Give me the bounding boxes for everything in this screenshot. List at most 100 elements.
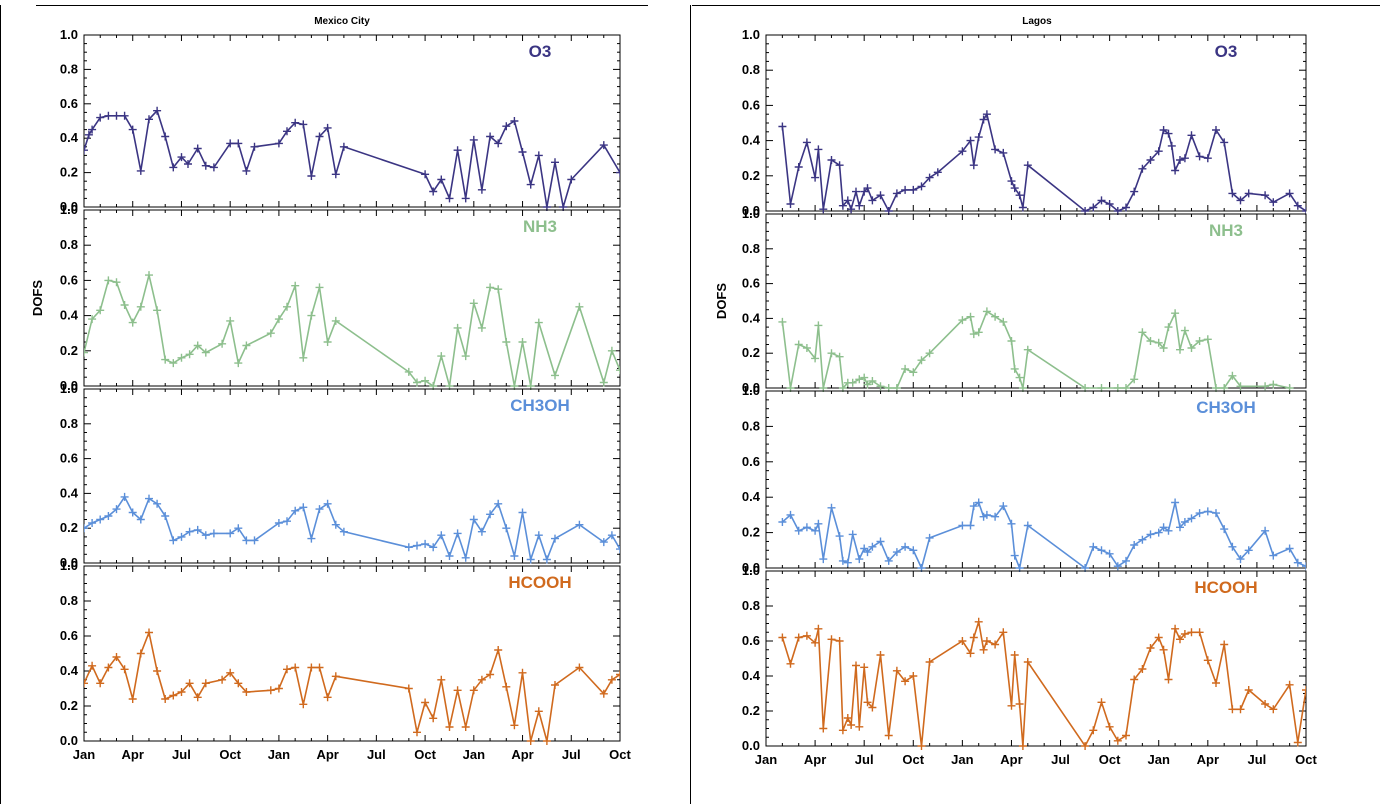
left-border [0, 5, 1, 804]
lagos-x-tick-label: Oct [902, 752, 924, 767]
mexico-o3-series-line [84, 109, 620, 208]
lagos-ch3oh-data-point [848, 530, 857, 539]
mexico-nh3-data-point [218, 339, 227, 348]
lagos-ch3oh-data-point [1023, 521, 1032, 530]
lagos-nh3-data-point [1187, 344, 1196, 352]
mexico-hcooh-data-point [404, 684, 413, 693]
mexico-x-tick-label: Apr [122, 747, 144, 762]
lagos-x-tick-label: Jul [1051, 752, 1070, 767]
lagos-x-tick-label: Apr [804, 752, 826, 767]
lagos-o3-data-point [1159, 126, 1168, 134]
lagos-ch3oh-y-tick-label: 0.8 [742, 418, 760, 433]
lagos-ch3oh-data-point [1228, 542, 1237, 551]
mexico-nh3-data-point [421, 376, 430, 385]
lagos-ch3oh-data-point [835, 532, 844, 541]
lagos-nh3-data-point [778, 317, 787, 326]
mexico-ch3oh-data-point [96, 515, 105, 524]
lagos-hcooh-data-point [786, 659, 795, 668]
mexico-o3-data-point [616, 168, 620, 177]
lagos-ch3oh-data-point [778, 518, 787, 526]
lagos-hcooh-data-point [1138, 665, 1147, 673]
mexico-ch3oh-data-point [299, 503, 308, 512]
lagos-o3-data-point [1146, 156, 1155, 164]
mexico-nh3-series-line [84, 274, 620, 388]
mexico-o3-data-point [242, 166, 251, 175]
lagos-x-tick-label: Oct [1099, 752, 1121, 767]
mexico-o3-data-point [209, 163, 218, 172]
lagos-y-axis-label: DOFS [714, 283, 729, 319]
lagos-ch3oh-data-point [819, 555, 828, 564]
lagos-hcooh-data-point [1105, 722, 1114, 731]
lagos-hcooh-data-point [847, 721, 856, 729]
lagos-nh3-data-point [909, 368, 918, 377]
lagos-nh3-data-point [1023, 345, 1032, 354]
mexico-hcooh-data-point [534, 707, 543, 716]
lagos-o3-data-point [917, 182, 926, 191]
lagos-o3-data-point [1302, 207, 1306, 215]
mexico-hcooh-data-point [542, 737, 551, 745]
mexico-ch3oh-data-point [104, 512, 113, 520]
mexico-ch3oh-data-point [542, 555, 551, 564]
mexico-ch3oh-data-point [526, 555, 535, 564]
mexico-nh3-data-point [84, 348, 88, 357]
mexico-hcooh-data-point [136, 649, 145, 658]
mexico-nh3-data-point [599, 378, 608, 387]
lagos-hcooh-data-point [1195, 628, 1204, 637]
mexico-ch3oh-data-point [461, 553, 470, 562]
mexico-hcooh-data-point [502, 682, 511, 691]
mexico-nh3-data-point [518, 338, 527, 346]
mexico-ch3oh-data-point [226, 529, 235, 538]
lagos-o3-data-point [876, 191, 885, 200]
mexico-nh3-y-tick-label: 0.8 [60, 237, 78, 252]
mexico-ch3oh-data-point [201, 531, 210, 540]
mexico-nh3-data-point [136, 302, 145, 311]
lagos-o3-series-line [781, 112, 1306, 213]
mexico-nh3-data-point [404, 367, 413, 376]
lagos-nh3-data-point [901, 364, 910, 373]
lagos-hcooh-data-point [1269, 705, 1278, 714]
lagos-ch3oh-data-point [892, 548, 901, 557]
lagos-hcooh-data-point [835, 637, 844, 645]
mexico-hcooh-data-point [112, 653, 121, 661]
lagos-hcooh-data-point [917, 742, 926, 750]
lagos-o3-data-point [1010, 184, 1019, 193]
lagos-ch3oh-y-tick-label: 0.6 [742, 454, 760, 469]
lagos-ch3oh-data-point [909, 546, 918, 555]
mexico-x-tick-label: Jan [463, 747, 485, 762]
lagos-o3-data-point [892, 189, 901, 198]
lagos-o3-data-point [1130, 187, 1139, 196]
lagos-nh3-data-point [1171, 309, 1180, 318]
lagos-o3-data-point [901, 185, 910, 194]
mexico-hcooh-series-label: HCOOH [508, 573, 571, 592]
mexico-o3-data-point [84, 130, 93, 139]
mexico-x-tick-label: Oct [414, 747, 436, 762]
lagos-nh3-data-point [966, 312, 975, 321]
mexico-o3-data-point [307, 172, 316, 180]
lagos-ch3oh-data-point [802, 523, 811, 532]
mexico-o3-data-point [421, 170, 430, 179]
lagos-o3-data-point [1089, 203, 1098, 212]
mexico-hcooh-data-point [201, 679, 210, 688]
mexico-o3-data-point [84, 146, 88, 155]
lagos-ch3oh-data-point [1010, 551, 1019, 560]
lagos-o3-data-point [1269, 198, 1278, 207]
mexico-ch3oh-data-point [323, 499, 332, 508]
mexico-ch3oh-data-point [120, 492, 129, 501]
lagos-chart-title: Lagos [1022, 16, 1052, 27]
lagos-o3-data-point [966, 136, 975, 145]
mexico-ch3oh-data-point [291, 506, 300, 515]
lagos-nh3-data-point [1159, 344, 1168, 352]
lagos-o3-data-point [982, 110, 991, 119]
lagos-ch3oh-data-point [901, 542, 910, 551]
mexico-ch3oh-y-tick-label: 0.4 [60, 485, 79, 500]
mexico-o3-data-point [88, 125, 97, 134]
mexico-nh3-data-point [551, 371, 559, 380]
lagos-hcooh-data-point [1236, 705, 1245, 714]
lagos-hcooh-data-point [1015, 700, 1024, 708]
lagos-o3-data-point [933, 168, 942, 177]
lagos-hcooh-data-point [884, 731, 893, 740]
lagos-o3-data-point [1171, 166, 1180, 175]
mexico-o3-data-point [120, 111, 129, 120]
mexico-ch3oh-data-point [112, 505, 121, 514]
mexico-o3-y-tick-label: 0.8 [60, 61, 78, 76]
